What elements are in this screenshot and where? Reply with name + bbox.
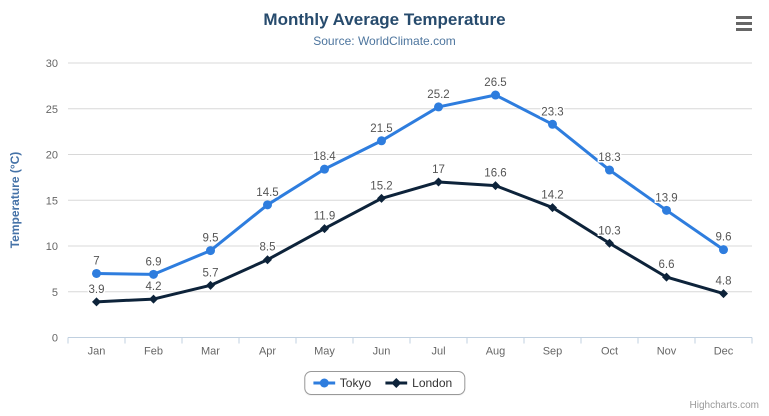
x-axis-tick-label: Dec: [714, 346, 734, 358]
y-axis-tick-label: 15: [46, 195, 58, 207]
tokyo-series-line[interactable]: [95, 93, 725, 276]
menu-bar: [736, 21, 752, 25]
x-axis-tick-label: Feb: [144, 346, 163, 358]
legend-label-london: London: [412, 376, 453, 390]
tokyo-data-point[interactable]: [662, 205, 671, 215]
x-axis-tick-label: Sep: [543, 346, 563, 358]
y-axis-tick-label: 30: [46, 58, 58, 70]
tokyo-data-label: 25.2: [427, 89, 449, 101]
legend-label-tokyo: Tokyo: [339, 376, 372, 390]
tokyo-data-point[interactable]: [320, 164, 329, 174]
london-data-point[interactable]: [263, 255, 272, 265]
chart-subtitle: Source: WorldClimate.com: [313, 34, 456, 48]
menu-bar: [736, 15, 752, 19]
chart-title: Monthly Average Temperature: [263, 10, 506, 29]
london-data-label: 17: [432, 164, 445, 176]
y-axis-tick-label: 0: [52, 333, 58, 345]
tokyo-data-point[interactable]: [548, 119, 557, 129]
london-data-label: 4.2: [146, 281, 162, 293]
tokyo-data-label: 26.5: [484, 77, 506, 89]
london-data-point[interactable]: [719, 289, 728, 299]
legend-item-london[interactable]: London: [385, 376, 452, 390]
context-menu-icon[interactable]: [732, 12, 756, 34]
tokyo-data-label: 18.4: [313, 151, 336, 163]
london-data-point[interactable]: [434, 177, 443, 187]
tokyo-data-point[interactable]: [434, 102, 443, 112]
london-data-label: 14.2: [541, 190, 563, 202]
tokyo-data-label: 9.5: [203, 233, 219, 245]
tokyo-data-point[interactable]: [206, 246, 215, 256]
london-data-point[interactable]: [92, 297, 101, 307]
x-axis-tick-label: Oct: [601, 346, 618, 358]
credits-link[interactable]: Highcharts.com: [689, 400, 759, 411]
london-data-label: 15.2: [370, 180, 392, 192]
y-axis-tick-label: 25: [46, 104, 58, 116]
tokyo-data-point[interactable]: [263, 200, 272, 210]
tokyo-data-label: 23.3: [541, 106, 563, 118]
tokyo-data-label: 14.5: [256, 187, 278, 199]
tokyo-data-point[interactable]: [377, 136, 386, 146]
london-data-point[interactable]: [605, 238, 614, 248]
london-data-point[interactable]: [149, 294, 158, 304]
london-data-point[interactable]: [548, 203, 557, 213]
x-axis-tick-label: May: [314, 346, 335, 358]
legend: Tokyo London: [303, 371, 466, 395]
tokyo-data-label: 21.5: [370, 123, 392, 135]
tokyo-data-label: 9.6: [716, 232, 732, 244]
tokyo-data-point[interactable]: [149, 269, 158, 279]
london-data-point[interactable]: [320, 224, 329, 234]
london-data-label: 8.5: [260, 242, 276, 254]
tokyo-data-point[interactable]: [605, 165, 614, 175]
x-axis-tick-label: Jan: [88, 346, 106, 358]
london-data-point[interactable]: [377, 193, 386, 203]
x-axis-tick-label: Apr: [259, 346, 276, 358]
london-data-point[interactable]: [662, 272, 671, 282]
london-data-label: 6.6: [659, 259, 675, 271]
tokyo-data-point[interactable]: [92, 268, 101, 278]
legend-item-tokyo[interactable]: Tokyo: [312, 376, 372, 390]
london-data-label: 11.9: [314, 211, 336, 223]
tokyo-data-point[interactable]: [719, 245, 728, 255]
x-axis-tick-label: Aug: [486, 346, 506, 358]
x-axis-tick-label: Jun: [373, 346, 391, 358]
london-series-marker-icon: [385, 378, 408, 388]
london-data-label: 10.3: [598, 225, 620, 237]
tokyo-data-label: 7: [93, 255, 99, 267]
x-axis-tick-label: Nov: [657, 346, 677, 358]
tokyo-data-label: 13.9: [655, 192, 677, 204]
london-data-label: 3.9: [89, 284, 105, 296]
menu-bar: [736, 27, 752, 31]
y-axis-tick-label: 20: [46, 150, 58, 162]
london-data-label: 5.7: [203, 267, 219, 279]
tokyo-series-marker-icon: [312, 378, 335, 388]
london-data-point[interactable]: [491, 181, 500, 191]
y-axis-tick-label: 5: [52, 287, 58, 299]
x-axis-tick-label: Jul: [431, 346, 445, 358]
y-axis-title: Temperature (°C): [8, 151, 22, 249]
tokyo-data-point[interactable]: [491, 90, 500, 100]
y-axis-tick-label: 10: [46, 241, 58, 253]
london-data-point[interactable]: [206, 280, 215, 290]
london-data-label: 16.6: [484, 168, 506, 180]
london-series-line[interactable]: [95, 180, 725, 304]
tokyo-data-label: 18.3: [598, 152, 620, 164]
x-axis-tick-label: Mar: [201, 346, 220, 358]
tokyo-data-label: 6.9: [146, 256, 162, 268]
london-data-label: 4.8: [716, 276, 732, 288]
